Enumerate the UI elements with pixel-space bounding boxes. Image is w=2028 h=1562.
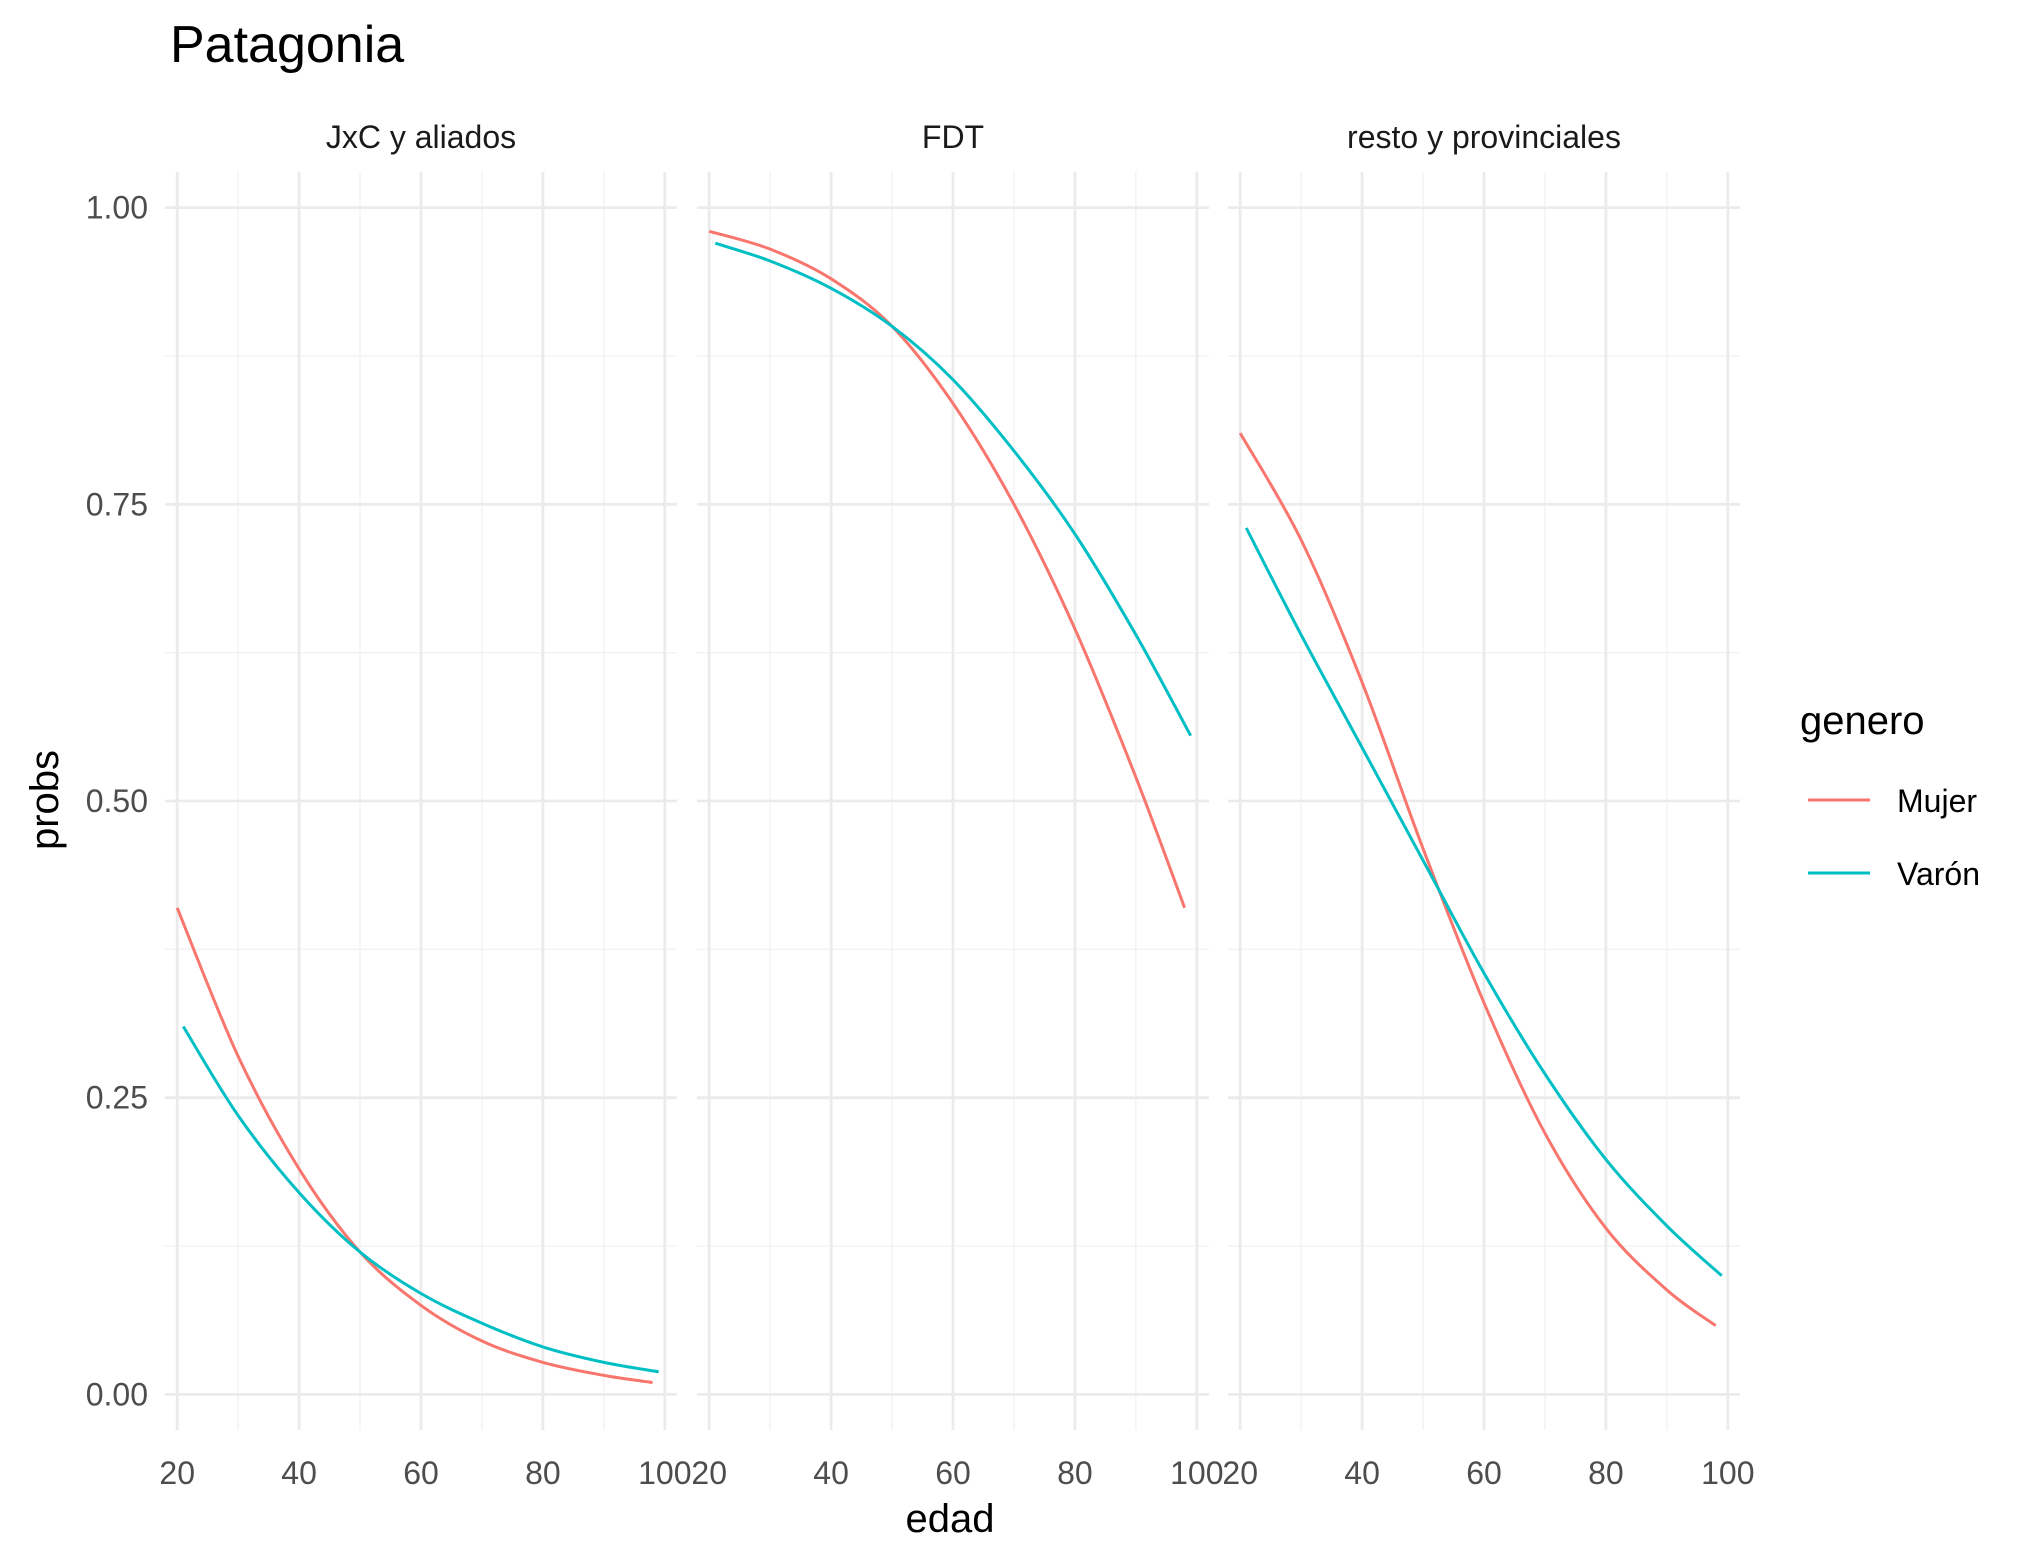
legend-label: Mujer bbox=[1897, 783, 1977, 819]
x-tick-label: 20 bbox=[1222, 1455, 1258, 1491]
x-tick-label: 60 bbox=[935, 1455, 971, 1491]
series-line-varn bbox=[182, 1025, 659, 1374]
x-tick-label: 40 bbox=[813, 1455, 849, 1491]
facet-panel-3: resto y provinciales 20 40 60 80 100 bbox=[1222, 119, 1754, 1491]
series-line-mujer bbox=[1238, 432, 1717, 1327]
x-tick-label: 40 bbox=[1344, 1455, 1380, 1491]
facet-strip-label: FDT bbox=[922, 119, 984, 155]
y-tick-label: 0.50 bbox=[86, 783, 148, 819]
series-line-mujer bbox=[708, 229, 1187, 909]
chart-title: Patagonia bbox=[170, 16, 404, 74]
facet-panel-2: FDT 20 40 60 80 100 bbox=[691, 119, 1223, 1491]
legend-label: Varón bbox=[1897, 856, 1980, 892]
series-line-mujer bbox=[175, 907, 653, 1384]
legend: genero Mujer Varón bbox=[1800, 699, 1980, 892]
y-tick-label: 0.00 bbox=[86, 1376, 148, 1412]
x-tick-label: 20 bbox=[691, 1455, 727, 1491]
facet-panels: JxC y aliados 20 40 60 80 100 0.00 0.25 0.50 0.75… bbox=[86, 119, 1755, 1491]
x-tick-label: 40 bbox=[281, 1455, 317, 1491]
y-tick-label: 0.75 bbox=[86, 486, 148, 522]
x-tick-label: 100 bbox=[1170, 1455, 1223, 1491]
y-tick-label: 1.00 bbox=[86, 190, 148, 226]
y-axis-title: probs bbox=[23, 750, 67, 850]
x-tick-label: 80 bbox=[525, 1455, 561, 1491]
x-axis-title: edad bbox=[906, 1497, 995, 1541]
y-tick-label: 0.25 bbox=[86, 1080, 148, 1116]
facet-strip-label: JxC y aliados bbox=[326, 119, 516, 155]
legend-title: genero bbox=[1800, 699, 1925, 743]
facet-strip-label: resto y provinciales bbox=[1347, 119, 1621, 155]
x-tick-label: 80 bbox=[1057, 1455, 1093, 1491]
x-tick-label: 100 bbox=[1701, 1455, 1754, 1491]
x-tick-label: 60 bbox=[403, 1455, 439, 1491]
series-line-varn bbox=[1244, 527, 1723, 1277]
x-tick-label: 20 bbox=[159, 1455, 195, 1491]
facet-panel-1: JxC y aliados 20 40 60 80 100 0.00 0.25 0.50 0.75… bbox=[86, 119, 692, 1491]
x-tick-label: 80 bbox=[1588, 1455, 1624, 1491]
series-line-varn bbox=[714, 241, 1193, 737]
x-tick-label: 100 bbox=[638, 1455, 691, 1491]
x-tick-label: 60 bbox=[1466, 1455, 1502, 1491]
